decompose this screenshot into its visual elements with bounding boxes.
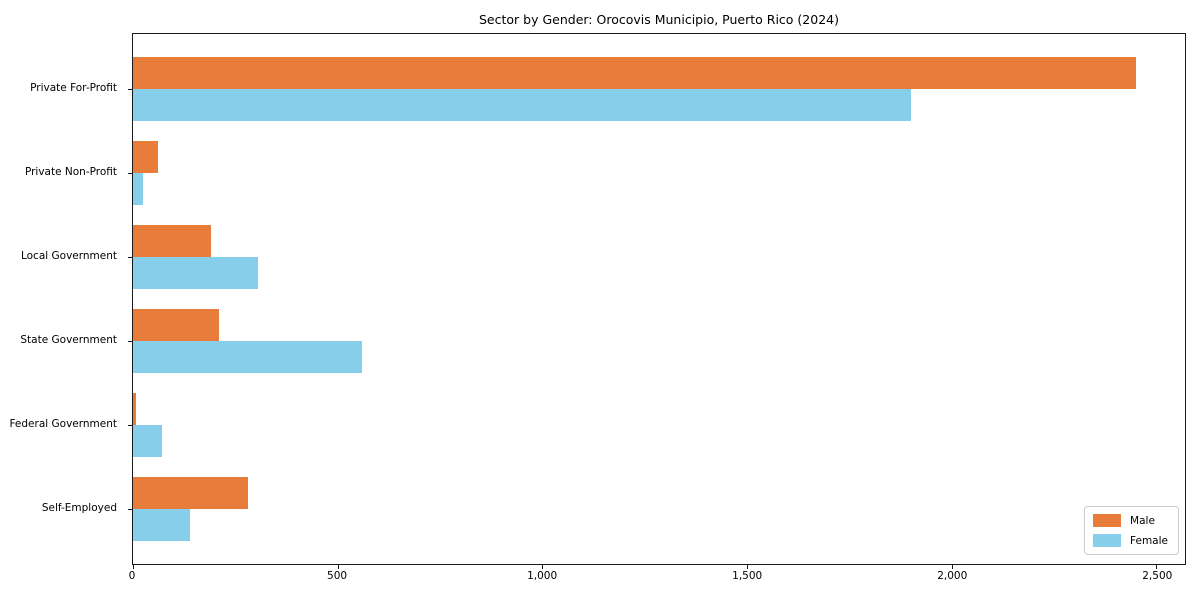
bar-group-private-for-profit bbox=[133, 47, 1185, 131]
legend: Male Female bbox=[1084, 506, 1179, 555]
plot-area: Male Female bbox=[128, 33, 1186, 569]
bar-female-state-government bbox=[133, 341, 363, 373]
bar-male-federal-government bbox=[133, 393, 137, 425]
bar-male-private-for-profit bbox=[133, 57, 1136, 89]
bar-group-state-government bbox=[133, 299, 1185, 383]
bar-group-self-employed bbox=[133, 467, 1185, 551]
x-tick-mark-2000 bbox=[951, 565, 953, 569]
y-tick-label-state-government: State Government bbox=[20, 334, 117, 346]
y-tick-label-private-non-profit: Private Non-Profit bbox=[24, 166, 117, 178]
x-tick-mark-2500 bbox=[1156, 565, 1158, 569]
x-tick-mark-500 bbox=[337, 565, 339, 569]
y-tick-label-federal-government: Federal Government bbox=[9, 418, 117, 430]
bar-group-local-government bbox=[133, 215, 1185, 299]
bar-female-self-employed bbox=[133, 509, 191, 541]
y-tick-mark-federal-government bbox=[128, 425, 132, 426]
x-axis-labels: 0 500 1,000 1,500 2,000 2,500 bbox=[128, 570, 1186, 588]
x-tick-mark-1000 bbox=[542, 565, 544, 569]
legend-label-male: Male bbox=[1130, 514, 1155, 527]
x-tick-label-0: 0 bbox=[128, 570, 136, 582]
y-tick-mark-state-government bbox=[128, 341, 132, 342]
bar-male-state-government bbox=[133, 309, 219, 341]
y-tick-mark-local-government bbox=[128, 257, 132, 258]
y-tick-label-self-employed: Self-Employed bbox=[41, 502, 117, 514]
y-tick-label-private-for-profit: Private For-Profit bbox=[30, 82, 117, 94]
legend-swatch-male bbox=[1093, 514, 1122, 527]
x-tick-label-1000: 1,000 bbox=[527, 570, 558, 582]
bar-female-federal-government bbox=[133, 425, 162, 457]
bar-female-local-government bbox=[133, 257, 258, 289]
legend-label-female: Female bbox=[1130, 534, 1168, 547]
x-tick-mark-1500 bbox=[747, 565, 748, 569]
legend-entry-male: Male bbox=[1093, 514, 1168, 527]
bar-male-private-non-profit bbox=[133, 141, 158, 173]
y-tick-label-local-government: Local Government bbox=[20, 250, 117, 262]
bar-female-private-for-profit bbox=[133, 89, 911, 121]
x-tick-label-2000: 2,000 bbox=[937, 570, 968, 582]
bar-male-local-government bbox=[133, 225, 211, 257]
bar-female-private-non-profit bbox=[133, 173, 144, 205]
legend-swatch-female bbox=[1093, 534, 1122, 547]
legend-entry-female: Female bbox=[1093, 534, 1168, 547]
x-tick-label-1500: 1,500 bbox=[732, 570, 763, 582]
chart-title: Sector by Gender: Orocovis Municipio, Pu… bbox=[479, 12, 839, 27]
y-axis-labels: Private For-Profit Private Non-Profit Loca… bbox=[0, 33, 124, 565]
bar-group-private-non-profit bbox=[133, 131, 1185, 215]
x-tick-mark-0 bbox=[133, 565, 134, 569]
bars-container bbox=[133, 47, 1185, 551]
y-tick-mark-private-non-profit bbox=[128, 173, 132, 174]
x-tick-label-500: 500 bbox=[327, 570, 348, 582]
y-tick-mark-private-for-profit bbox=[128, 89, 132, 90]
x-tick-label-2500: 2,500 bbox=[1142, 570, 1173, 582]
y-tick-mark-self-employed bbox=[128, 509, 132, 510]
bar-male-self-employed bbox=[133, 477, 248, 509]
bar-group-federal-government bbox=[133, 383, 1185, 467]
